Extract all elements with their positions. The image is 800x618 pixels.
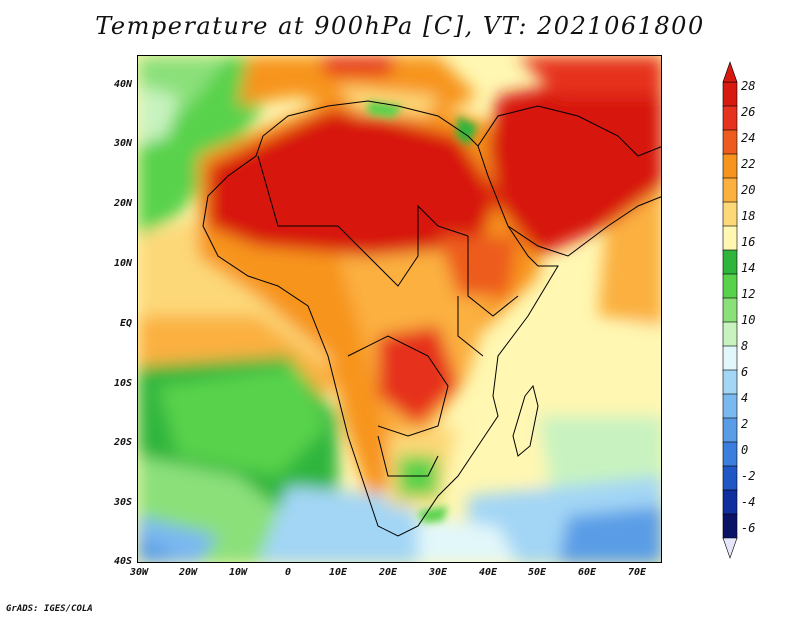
colorbar-swatch (722, 105, 738, 131)
lon-label-30w: 30W (129, 567, 149, 578)
colorbar-swatch (722, 321, 738, 347)
colorbar-label-10: 10 (741, 313, 756, 327)
colorbar-swatch (722, 297, 738, 323)
lon-label-0: 0 (284, 567, 292, 578)
colorbar-swatch (722, 273, 738, 299)
lat-label-20n: 20N (113, 198, 132, 209)
lat-label-30s: 30S (113, 497, 132, 508)
colorbar-label-neg6: -6 (741, 521, 756, 535)
colorbar-label-6: 6 (741, 365, 749, 379)
colorbar-swatch (722, 249, 738, 275)
temperature-colorbar (722, 61, 738, 559)
lon-label-20e: 20E (378, 567, 398, 578)
colorbar-swatch (722, 345, 738, 371)
colorbar-swatch (722, 81, 738, 107)
temperature-field (138, 56, 661, 562)
lon-label-70e: 70E (627, 567, 647, 578)
colorbar-label-neg4: -4 (741, 495, 756, 509)
colorbar-label-2: 2 (741, 417, 749, 431)
lon-label-20w: 20W (178, 567, 198, 578)
colorbar-lower-arrow (722, 537, 738, 559)
colorbar-swatch (722, 225, 738, 251)
lat-label-20s: 20S (113, 437, 132, 448)
colorbar-swatch (722, 489, 738, 515)
colorbar-label-20: 20 (741, 183, 756, 197)
lat-label-10s: 10S (113, 378, 132, 389)
colorbar-swatch (722, 369, 738, 395)
lon-label-30e: 30E (428, 567, 448, 578)
colorbar-label-8: 8 (741, 339, 749, 353)
lat-label-eq: EQ (119, 318, 132, 329)
map-title: Temperature at 900hPa [C], VT: 202106180… (95, 12, 705, 40)
colorbar-label-neg2: -2 (741, 469, 756, 483)
lon-label-60e: 60E (577, 567, 597, 578)
colorbar-swatch (722, 129, 738, 155)
colorbar-label-18: 18 (741, 209, 756, 223)
colorbar-upper-arrow (722, 61, 738, 83)
colorbar-label-28: 28 (741, 79, 756, 93)
lat-label-40n: 40N (113, 79, 132, 90)
lat-label-10n: 10N (113, 258, 132, 269)
colorbar-label-26: 26 (741, 105, 756, 119)
colorbar-swatch (722, 201, 738, 227)
temperature-map (137, 55, 662, 563)
colorbar-label-24: 24 (741, 131, 756, 145)
lat-label-30n: 30N (113, 138, 132, 149)
colorbar-label-16: 16 (741, 235, 756, 249)
colorbar-swatch (722, 393, 738, 419)
colorbar-swatch (722, 417, 738, 443)
lon-label-50e: 50E (527, 567, 547, 578)
grads-credit: GrADS: IGES/COLA (6, 604, 93, 614)
colorbar-swatch (722, 153, 738, 179)
colorbar-swatch (722, 441, 738, 467)
colorbar-swatch (722, 177, 738, 203)
colorbar-label-12: 12 (741, 287, 756, 301)
colorbar-swatch (722, 513, 738, 539)
lon-label-10e: 10E (328, 567, 348, 578)
lon-label-10w: 10W (228, 567, 248, 578)
lat-label-40s: 40S (113, 556, 132, 567)
colorbar-label-0: 0 (741, 443, 749, 457)
colorbar-label-22: 22 (741, 157, 756, 171)
colorbar-label-14: 14 (741, 261, 756, 275)
colorbar-label-4: 4 (741, 391, 749, 405)
colorbar-swatch (722, 465, 738, 491)
lon-label-40e: 40E (478, 567, 498, 578)
